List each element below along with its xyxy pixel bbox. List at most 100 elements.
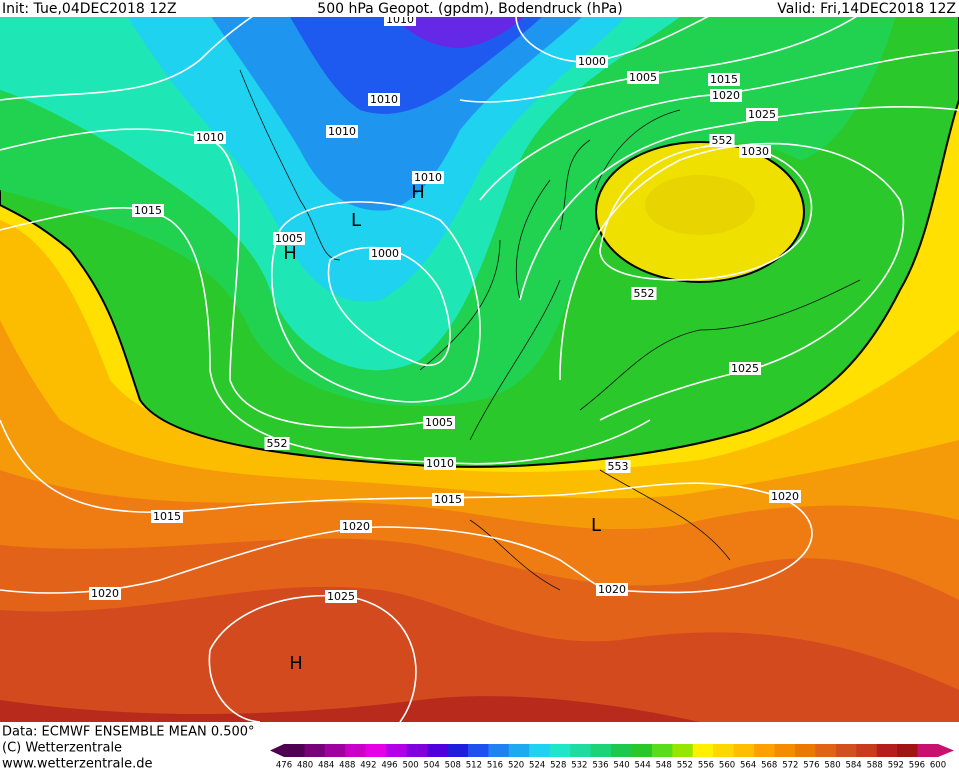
isobar-label: 1020	[342, 520, 370, 533]
isobar-label-box	[627, 71, 659, 84]
colorbar-label: 500	[402, 761, 418, 770]
valid-time: Valid: Fri,14DEC2018 12Z	[777, 1, 956, 17]
isobar-label-box	[769, 490, 801, 503]
colorbar-label: 504	[424, 761, 440, 770]
isobar-label: 1000	[578, 55, 606, 68]
colorbar-end	[270, 744, 284, 757]
colorbar-label: 484	[318, 761, 334, 770]
colorbar-swatch	[815, 744, 837, 757]
colorbar-swatch	[427, 744, 448, 757]
isobar-label-box	[151, 510, 183, 523]
isobar-label: 1015	[134, 204, 162, 217]
colorbar-label: 496	[381, 761, 397, 770]
pressure-center: L	[591, 515, 601, 536]
url: www.wetterzentrale.de	[2, 757, 152, 770]
isobar-label-box	[708, 73, 740, 86]
isobar-label: 1025	[748, 108, 776, 121]
colorbar-label: 480	[297, 761, 313, 770]
isobar-label-box	[369, 247, 401, 260]
isobar-label-box	[194, 131, 226, 144]
colorbar-swatch	[304, 744, 326, 757]
isobar-label-box	[273, 232, 305, 245]
colorbar-end	[938, 744, 954, 757]
colorbar-swatch	[897, 744, 919, 757]
colorbar-label: 548	[656, 761, 672, 770]
colorbar-swatch	[365, 744, 387, 757]
colorbar-label: 476	[276, 761, 292, 770]
isobar-label: 1010	[328, 125, 356, 138]
isobar-label: 1020	[91, 587, 119, 600]
colorbar-label: 552	[677, 761, 693, 770]
colorbar-swatch	[692, 744, 714, 757]
copyright: (C) Wetterzentrale	[2, 741, 122, 756]
colorbar-label: 592	[888, 761, 904, 770]
isobar-label: 552	[634, 287, 655, 300]
colorbar-swatch	[447, 744, 469, 757]
isobar-label: 552	[267, 437, 288, 450]
colorbar-label: 588	[867, 761, 883, 770]
colorbar-swatch	[386, 744, 408, 757]
colorbar-label: 560	[719, 761, 735, 770]
colorbar-label: 540	[613, 761, 629, 770]
isobar-label: 1030	[741, 145, 769, 158]
isobar-label: 553	[608, 460, 629, 473]
colorbar-swatch	[774, 744, 796, 757]
pressure-center: L	[351, 210, 361, 231]
band-high-core	[645, 175, 755, 235]
colorbar: 476 480 484 488 492 496 500 504 508 512 516 520 524 5…	[270, 744, 954, 770]
isobar-label: 1005	[275, 232, 303, 245]
pressure-center: H	[411, 182, 425, 203]
pressure-center: H	[289, 653, 303, 674]
isobar-label: 1020	[712, 89, 740, 102]
isobar	[519, 105, 959, 301]
colorbar-label: 520	[508, 761, 524, 770]
isobar-label: 552	[712, 134, 733, 147]
isobar-label: 1020	[598, 583, 626, 596]
isobar-label: 1010	[426, 457, 454, 470]
map	[0, 0, 959, 722]
isobar-labels: 1010 1000 1005 1015 1020 1025 552 1030 1010 1010 1…	[89, 13, 801, 674]
isobar-label: 1025	[731, 362, 759, 375]
isobar-label: 1010	[414, 171, 442, 184]
colorbar-label: 492	[360, 761, 376, 770]
isobar-label: 1010	[370, 93, 398, 106]
colorbar-label: 556	[698, 761, 714, 770]
isobar	[271, 201, 481, 403]
colorbar-label: 568	[761, 761, 777, 770]
colorbar-label: 516	[487, 761, 503, 770]
colorbar-swatch	[406, 744, 428, 757]
colorbar-swatch	[324, 744, 346, 757]
isobar-label: 1010	[196, 131, 224, 144]
colorbar-swatch	[651, 744, 673, 757]
colorbar-label: 584	[845, 761, 861, 770]
isobar	[599, 144, 813, 281]
isobar-label-box	[424, 457, 456, 470]
isobar-label-box	[132, 204, 164, 217]
colorbar-swatch	[876, 744, 898, 757]
colorbar-label: 544	[635, 761, 651, 770]
colorbar-swatch	[529, 744, 551, 757]
isobar-label: 1015	[710, 73, 738, 86]
colorbar-label: 508	[445, 761, 461, 770]
colorbar-swatch	[672, 744, 694, 757]
isobar-label-box	[340, 520, 372, 533]
colorbar-label: 600	[930, 761, 946, 770]
isobar-label: 1005	[629, 71, 657, 84]
isobar-label-box	[605, 460, 631, 473]
isobar-label-box	[264, 437, 290, 450]
colorbar-swatch	[713, 744, 735, 757]
isobar-label-box	[709, 134, 735, 147]
isobar	[0, 128, 441, 429]
colorbar-swatch	[733, 744, 755, 757]
colorbar-swatch	[856, 744, 878, 757]
colorbar-label: 524	[529, 761, 545, 770]
isobar-label: 1020	[771, 490, 799, 503]
colorbar-swatch	[284, 744, 305, 757]
colorbar-swatch	[835, 744, 857, 757]
colorbar-label: 596	[909, 761, 925, 770]
isobar-label-box	[325, 590, 357, 603]
colorbar-swatch	[794, 744, 816, 757]
data-source: Data: ECMWF ENSEMBLE MEAN 0.500°	[2, 725, 255, 740]
isobar-label: 1000	[371, 247, 399, 260]
